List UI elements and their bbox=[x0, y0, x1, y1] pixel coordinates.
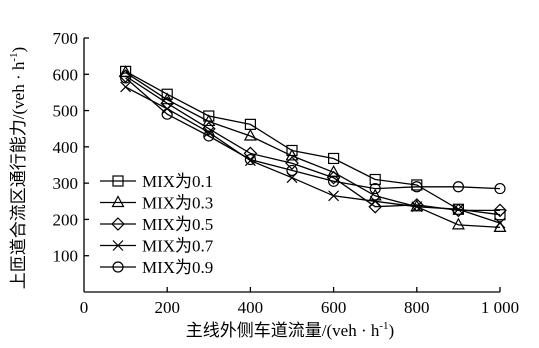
series-circle bbox=[119, 72, 506, 195]
legend-item: MIX为0.5 bbox=[100, 215, 213, 234]
x-tick-label: 0 bbox=[80, 298, 89, 317]
axes bbox=[83, 38, 500, 293]
circle-marker bbox=[119, 72, 132, 84]
series-x bbox=[120, 81, 506, 229]
y-axis-title: 上匝道合流区通行能力/(veh · h-1) bbox=[8, 47, 28, 289]
x-tick-label: 400 bbox=[238, 298, 264, 317]
x-marker bbox=[452, 203, 464, 215]
diamond-marker bbox=[493, 203, 507, 218]
legend-label: MIX为0.7 bbox=[142, 237, 214, 256]
triangle-marker bbox=[368, 188, 382, 201]
circle-marker bbox=[328, 175, 340, 187]
x-axis-title: 主线外侧车道流量/(veh · h-1) bbox=[186, 320, 394, 340]
x-marker bbox=[203, 126, 215, 138]
diamond-marker bbox=[111, 217, 125, 231]
triangle-marker bbox=[243, 128, 257, 141]
series-line bbox=[125, 86, 501, 224]
triangle-marker bbox=[285, 148, 299, 161]
legend: MIX为0.1 MIX为0.3 MIX为0.5 MIX为0.7 MIX为0.9 bbox=[100, 172, 214, 277]
ticks: 0 200 400 600 800 1 000 100 200 300 400 500 600 700 bbox=[53, 29, 520, 317]
x-tick-label: 200 bbox=[154, 298, 180, 317]
square-marker bbox=[494, 209, 506, 221]
triangle-marker bbox=[451, 217, 465, 230]
circle-marker bbox=[452, 181, 464, 193]
x-marker bbox=[120, 81, 132, 93]
triangle-marker bbox=[111, 195, 125, 208]
legend-item: MIX为0.7 bbox=[100, 237, 214, 256]
x-marker bbox=[411, 201, 423, 213]
legend-label: MIX为0.3 bbox=[142, 194, 213, 213]
triangle-marker bbox=[202, 114, 216, 127]
y-tick-label: 100 bbox=[53, 247, 79, 266]
x-marker bbox=[369, 195, 381, 207]
y-tick-label: 200 bbox=[53, 210, 79, 229]
circle-marker bbox=[286, 164, 298, 177]
square-marker bbox=[112, 175, 124, 187]
x-tick-label: 600 bbox=[321, 298, 347, 317]
circle-marker bbox=[203, 130, 215, 142]
diamond-marker bbox=[326, 170, 341, 185]
diamond-marker bbox=[451, 203, 466, 218]
legend-label: MIX为0.5 bbox=[142, 215, 213, 234]
legend-item: MIX为0.9 bbox=[100, 258, 213, 277]
y-tick-label: 600 bbox=[53, 65, 79, 84]
series-line bbox=[125, 77, 501, 190]
x-marker bbox=[328, 190, 340, 202]
series-group bbox=[118, 65, 507, 233]
circle-marker bbox=[244, 153, 256, 166]
legend-label: MIX为0.9 bbox=[142, 258, 213, 277]
circle-marker bbox=[411, 181, 423, 193]
x-marker bbox=[494, 217, 506, 229]
circle-marker bbox=[161, 108, 173, 120]
circle-marker bbox=[494, 182, 506, 195]
y-tick-label: 500 bbox=[53, 102, 79, 121]
square-marker bbox=[328, 152, 340, 165]
legend-item: MIX为0.1 bbox=[100, 172, 213, 191]
circle-marker bbox=[112, 261, 124, 273]
square-marker bbox=[369, 173, 381, 186]
circle-marker bbox=[369, 182, 381, 195]
diamond-marker bbox=[285, 156, 299, 171]
y-tick-label: 400 bbox=[53, 138, 79, 157]
series-line bbox=[125, 70, 501, 216]
legend-item: MIX为0.3 bbox=[100, 194, 213, 213]
legend-label: MIX为0.1 bbox=[142, 172, 213, 191]
x-marker bbox=[112, 240, 124, 251]
x-tick-label: 1 000 bbox=[481, 298, 519, 317]
y-tick-label: 700 bbox=[53, 29, 79, 48]
y-tick-label: 300 bbox=[53, 174, 79, 193]
diamond-marker bbox=[201, 121, 216, 136]
series-line bbox=[125, 71, 501, 229]
x-tick-label: 800 bbox=[404, 298, 430, 317]
